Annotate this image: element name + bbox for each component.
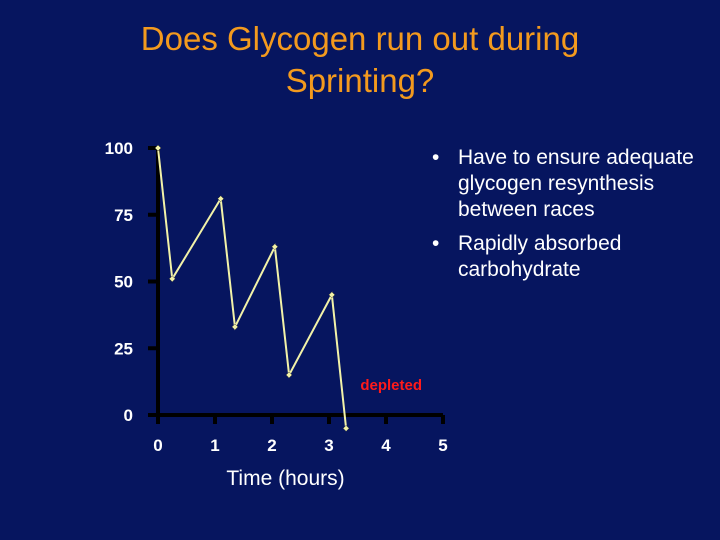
x-tick-label: 1: [210, 436, 219, 455]
y-tick-label: 100: [105, 139, 133, 158]
data-point: [231, 323, 239, 331]
bullet-dot-icon: •: [432, 146, 440, 169]
chart-labels: 100 75 50 25 0 0 1 2 3 4 5 Time (hours) depleted: [105, 139, 448, 490]
annotation-depleted: depleted: [360, 377, 422, 394]
x-tick-label: 3: [324, 436, 333, 455]
y-tick-label: 25: [114, 339, 133, 358]
bullet-item: • Have to ensure adequate glycogen resyn…: [430, 145, 715, 223]
data-point: [342, 424, 350, 432]
bullet-dot-icon: •: [432, 232, 440, 255]
bullet-text: Rapidly absorbed carbohydrate: [458, 232, 622, 281]
data-point: [271, 243, 279, 251]
x-tick-label: 5: [438, 436, 447, 455]
data-point: [285, 371, 293, 379]
title-line-2: Sprinting?: [285, 62, 435, 99]
y-tick-label: 0: [124, 406, 133, 425]
slide-title: Does Glycogen run out during Sprinting?: [0, 18, 720, 102]
bullet-list: • Have to ensure adequate glycogen resyn…: [430, 145, 715, 291]
x-axis-label: Time (hours): [226, 467, 344, 490]
series-line: [157, 147, 348, 429]
data-point: [168, 275, 176, 283]
x-tick-label: 4: [381, 436, 391, 455]
data-point: [328, 291, 336, 299]
chart-axes: [148, 146, 445, 424]
title-line-1: Does Glycogen run out during: [140, 20, 580, 57]
data-point: [154, 144, 162, 152]
bullet-text: Have to ensure adequate glycogen resynth…: [458, 146, 694, 221]
x-tick-label: 2: [267, 436, 276, 455]
y-tick-label: 75: [114, 206, 133, 225]
y-tick-label: 50: [114, 273, 133, 292]
x-tick-label: 0: [153, 436, 162, 455]
bullet-item: • Rapidly absorbed carbohydrate: [430, 231, 715, 283]
chart-series: [154, 144, 350, 432]
data-point: [217, 195, 225, 203]
